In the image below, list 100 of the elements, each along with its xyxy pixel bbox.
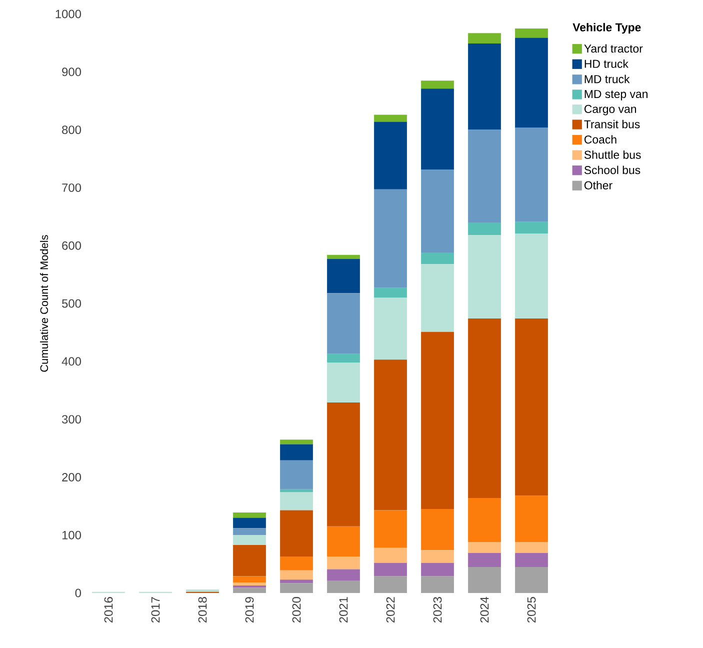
- bar: [233, 585, 266, 588]
- bar: [233, 588, 266, 593]
- bar: [515, 318, 548, 496]
- bar: [280, 489, 313, 492]
- bar: [374, 562, 407, 576]
- bar: [327, 402, 360, 526]
- bar: [421, 80, 454, 89]
- bar: [515, 553, 548, 567]
- x-tick-label: 2018: [198, 597, 207, 623]
- bar: [233, 528, 266, 536]
- bar: [233, 518, 266, 528]
- bar: [327, 293, 360, 354]
- bar: [468, 33, 501, 44]
- legend-label: School bus: [584, 166, 640, 174]
- y-axis-title: Cumulative Count of Models: [40, 235, 48, 372]
- legend-label: Transit bus: [584, 120, 640, 128]
- bar: [280, 556, 313, 570]
- y-tick-label: 0: [75, 588, 82, 598]
- x-tick-label: 2020: [292, 596, 301, 623]
- bar: [374, 122, 407, 190]
- bar: [280, 444, 313, 460]
- bar: [421, 576, 454, 593]
- y-tick-label: 800: [62, 126, 82, 134]
- bar: [233, 582, 266, 586]
- bar: [468, 318, 501, 498]
- bar: [515, 233, 548, 319]
- bar: [327, 526, 360, 557]
- bar: [515, 542, 548, 554]
- bar: [233, 535, 266, 545]
- bar: [515, 38, 548, 128]
- y-tick-label: 300: [62, 415, 82, 424]
- bar: [515, 496, 548, 542]
- bar: [374, 288, 407, 298]
- bar: [468, 498, 501, 542]
- bar: [374, 360, 407, 510]
- bar: [280, 583, 313, 593]
- bar: [327, 362, 360, 403]
- legend-label: HD truck: [584, 60, 628, 68]
- legend-label: Shuttle bus: [584, 150, 641, 159]
- bar: [515, 127, 548, 222]
- bar: [374, 114, 407, 122]
- legend-label: Coach: [584, 135, 616, 144]
- bar: [327, 354, 360, 363]
- bar: [233, 576, 266, 583]
- bar: [468, 566, 501, 593]
- bar: [421, 332, 454, 510]
- bar: [468, 235, 501, 319]
- bar: [280, 460, 313, 490]
- bar: [515, 566, 548, 593]
- bar: [327, 258, 360, 294]
- y-tick-label: 700: [62, 183, 82, 192]
- legend-label: MD truck: [584, 74, 630, 84]
- bar: [374, 510, 407, 548]
- y-tick-label: 500: [62, 299, 82, 308]
- legend-label: Yard tractor: [584, 44, 643, 53]
- bar: [374, 189, 407, 288]
- bar: [421, 88, 454, 170]
- x-tick-label: 2019: [245, 597, 254, 623]
- bar: [468, 222, 501, 236]
- bar: [515, 222, 548, 234]
- y-tick-label: 900: [62, 68, 82, 76]
- x-tick-label: 2025: [527, 597, 536, 623]
- bar: [468, 542, 501, 554]
- x-tick-label: 2022: [386, 597, 395, 623]
- legend-label: Other: [584, 181, 612, 190]
- bar: [280, 510, 313, 557]
- bar: [327, 254, 360, 259]
- x-tick-label: 2023: [433, 597, 442, 623]
- x-tick-label: 2017: [151, 597, 160, 623]
- bar: [280, 580, 313, 584]
- y-tick-label: 400: [62, 357, 82, 366]
- y-tick-label: 100: [62, 530, 82, 540]
- bar: [327, 569, 360, 581]
- bar: [421, 550, 454, 563]
- legend-label: MD step van: [584, 90, 648, 100]
- y-tick-label: 1000: [56, 10, 82, 18]
- x-tick-label: 2021: [339, 597, 348, 623]
- bar: [280, 492, 313, 510]
- bar: [468, 44, 501, 130]
- bar: [421, 562, 454, 576]
- x-tick-label: 2024: [480, 596, 489, 623]
- bar: [468, 553, 501, 567]
- bar: [374, 548, 407, 563]
- bar: [421, 170, 454, 253]
- bar: [233, 544, 266, 576]
- bar: [421, 509, 454, 550]
- x-tick-label: 2016: [104, 597, 113, 623]
- bar: [421, 252, 454, 264]
- bar: [421, 264, 454, 332]
- y-tick-label: 600: [62, 241, 82, 250]
- bar: [233, 512, 266, 518]
- bar: [280, 440, 313, 444]
- y-tick-label: 200: [62, 472, 82, 482]
- bar: [327, 556, 360, 570]
- legend-title: Vehicle Type: [572, 22, 641, 34]
- bar: [327, 580, 360, 593]
- bar: [374, 298, 407, 360]
- bar: [374, 576, 407, 593]
- legend-label: Cargo van: [584, 104, 636, 116]
- bar: [280, 570, 313, 580]
